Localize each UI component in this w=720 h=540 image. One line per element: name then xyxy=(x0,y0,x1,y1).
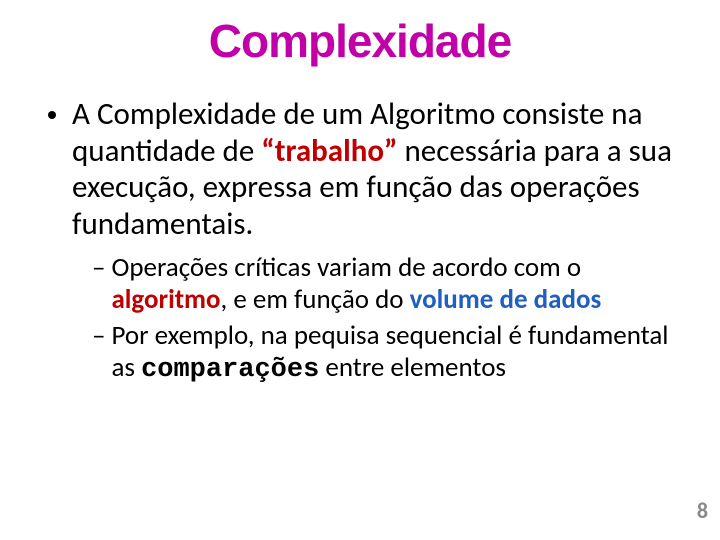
bullet-level2-text: Por exemplo, na pequisa sequencial é fun… xyxy=(111,320,680,387)
bullet-marker xyxy=(48,111,56,119)
sub0-pre: Operações críticas variam de acordo com … xyxy=(111,251,581,284)
sub-bullet-list: – Operações críticas variam de acordo co… xyxy=(92,252,680,386)
slide-title: Complexidade xyxy=(40,14,680,68)
dash-marker: – xyxy=(92,320,105,352)
algoritmo-emphasis: algoritmo xyxy=(111,283,220,316)
sub0-mid: , e em função do xyxy=(221,283,410,316)
sub1-post: entre elementos xyxy=(319,351,506,384)
trabalho-emphasis: “trabalho” xyxy=(261,132,397,170)
dash-marker: – xyxy=(92,252,105,284)
bullet-level2: – Operações críticas variam de acordo co… xyxy=(92,252,680,316)
volume-emphasis: volume de dados xyxy=(410,283,602,316)
bullet-level1: A Complexidade de um Algoritmo consiste … xyxy=(40,96,680,242)
bullet-level2: – Por exemplo, na pequisa sequencial é f… xyxy=(92,320,680,387)
comparacoes-emphasis: comparações xyxy=(141,355,319,385)
bullet-level2-text: Operações críticas variam de acordo com … xyxy=(111,252,680,316)
bullet-level1-text: A Complexidade de um Algoritmo consiste … xyxy=(72,96,680,242)
page-number: 8 xyxy=(697,497,708,524)
